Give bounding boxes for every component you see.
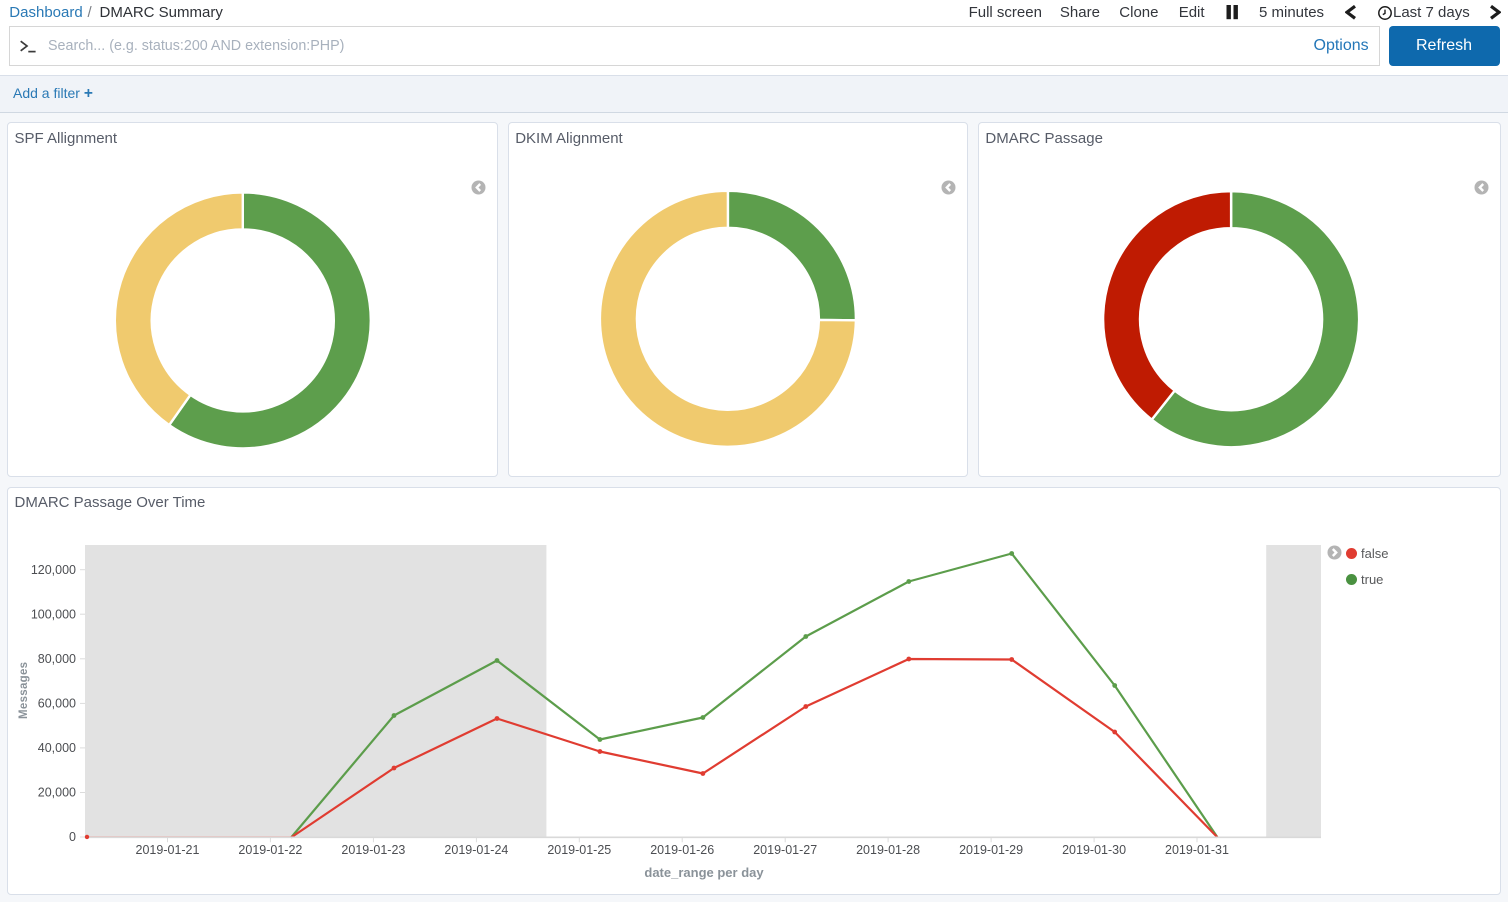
svg-text:2019-01-25: 2019-01-25 [547, 843, 611, 857]
svg-text:60,000: 60,000 [38, 696, 76, 710]
svg-text:40,000: 40,000 [38, 741, 76, 755]
svg-text:2019-01-29: 2019-01-29 [959, 843, 1023, 857]
svg-text:2019-01-31: 2019-01-31 [1165, 843, 1229, 857]
svg-text:2019-01-30: 2019-01-30 [1062, 843, 1126, 857]
svg-text:0: 0 [69, 830, 76, 844]
svg-text:120,000: 120,000 [31, 562, 76, 576]
svg-text:2019-01-26: 2019-01-26 [650, 843, 714, 857]
svg-text:20,000: 20,000 [38, 785, 76, 799]
svg-text:2019-01-27: 2019-01-27 [753, 843, 817, 857]
svg-text:2019-01-24: 2019-01-24 [444, 843, 508, 857]
svg-text:80,000: 80,000 [38, 652, 76, 666]
svg-text:2019-01-28: 2019-01-28 [856, 843, 920, 857]
svg-text:2019-01-22: 2019-01-22 [238, 843, 302, 857]
svg-text:100,000: 100,000 [31, 607, 76, 621]
svg-text:2019-01-21: 2019-01-21 [136, 843, 200, 857]
svg-text:2019-01-23: 2019-01-23 [341, 843, 405, 857]
